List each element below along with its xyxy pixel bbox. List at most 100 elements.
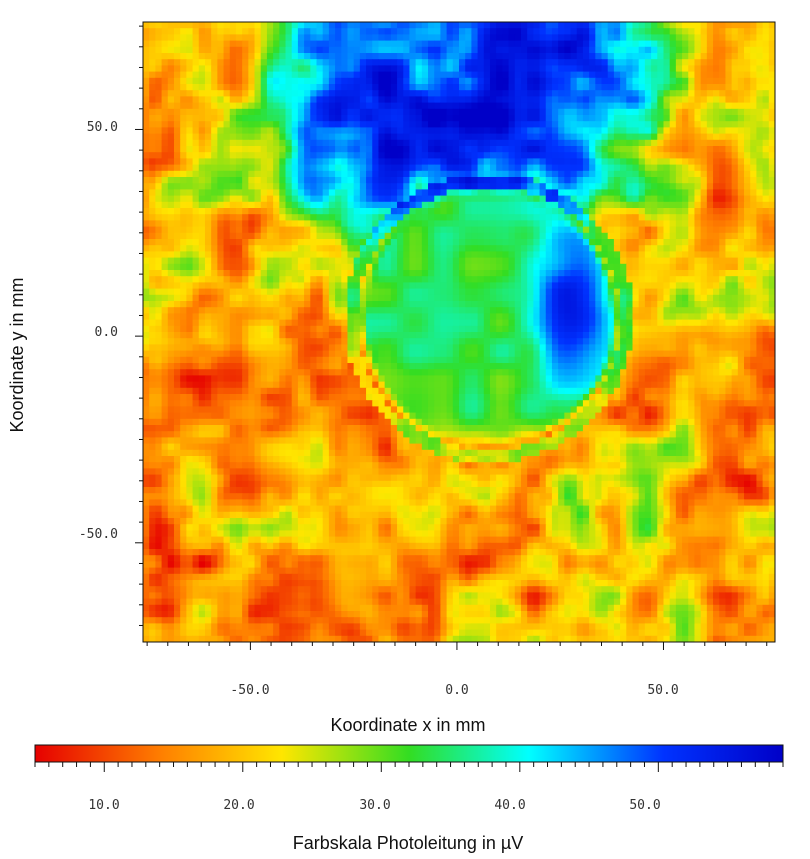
heatmap-cell xyxy=(459,201,466,209)
heatmap-cell xyxy=(248,214,256,221)
heatmap-cell xyxy=(675,71,683,79)
heatmap-cell xyxy=(527,282,534,290)
heatmap-cell xyxy=(558,152,565,159)
heatmap-cell xyxy=(161,158,169,166)
heatmap-cell xyxy=(601,195,609,203)
heatmap-cell xyxy=(452,77,460,85)
heatmap-cell xyxy=(651,152,658,159)
heatmap-cell xyxy=(279,102,287,110)
heatmap-cell xyxy=(235,146,243,153)
heatmap-cell xyxy=(508,127,516,135)
heatmap-cell xyxy=(316,90,324,97)
heatmap-cell xyxy=(347,170,355,178)
heatmap-cell xyxy=(737,220,745,228)
heatmap-cell xyxy=(359,28,367,35)
heatmap-cell xyxy=(539,77,547,85)
heatmap-cell xyxy=(155,102,163,110)
heatmap-cell xyxy=(576,46,584,54)
heatmap-cell xyxy=(192,84,200,91)
heatmap-cell xyxy=(446,146,454,153)
heatmap-cell xyxy=(273,201,280,209)
heatmap-cell xyxy=(421,34,429,42)
heatmap-cell xyxy=(217,307,225,314)
heatmap-cell xyxy=(644,146,652,153)
heatmap-cell xyxy=(180,152,187,159)
heatmap-cell xyxy=(706,127,714,135)
heatmap-cell xyxy=(403,59,410,66)
heatmap-cell xyxy=(607,251,615,259)
heatmap-cell xyxy=(539,276,547,283)
heatmap-cell xyxy=(415,239,423,246)
heatmap-cell xyxy=(260,133,268,141)
heatmap-cell xyxy=(397,301,404,308)
heatmap-cell xyxy=(520,294,528,302)
heatmap-cell xyxy=(248,115,256,122)
heatmap-cell xyxy=(601,307,609,314)
heatmap-cell xyxy=(706,201,714,209)
heatmap-cell xyxy=(700,189,708,197)
heatmap-cell xyxy=(316,158,324,166)
heatmap-cell xyxy=(489,214,497,221)
heatmap-cell xyxy=(409,208,417,215)
heatmap-cell xyxy=(502,90,510,97)
heatmap-cell xyxy=(520,158,528,166)
heatmap-cell xyxy=(651,245,658,252)
heatmap-cell xyxy=(341,208,348,215)
heatmap-cell xyxy=(533,133,541,141)
heatmap-cell xyxy=(508,226,516,234)
heatmap-cell xyxy=(310,71,317,79)
heatmap-cell xyxy=(545,239,553,246)
heatmap-cell xyxy=(477,108,485,116)
heatmap-cell xyxy=(304,115,311,122)
heatmap-cell xyxy=(564,133,572,141)
heatmap-cell xyxy=(613,90,621,97)
heatmap-cell xyxy=(601,263,609,271)
heatmap-cell xyxy=(713,152,720,159)
heatmap-cell xyxy=(508,53,516,60)
heatmap-cell xyxy=(378,121,386,128)
heatmap-cell xyxy=(434,22,441,29)
heatmap-cell xyxy=(291,133,299,141)
heatmap-cell xyxy=(260,115,268,122)
heatmap-cell xyxy=(260,90,268,97)
heatmap-cell xyxy=(669,46,677,54)
heatmap-cell xyxy=(372,59,379,66)
heatmap-cell xyxy=(663,40,671,48)
heatmap-cell xyxy=(359,121,367,128)
heatmap-cell xyxy=(675,40,683,48)
heatmap-cell xyxy=(415,164,423,172)
heatmap-cell xyxy=(607,59,615,66)
heatmap-cell xyxy=(198,307,206,314)
heatmap-cell xyxy=(428,139,435,147)
heatmap-cell xyxy=(204,251,212,259)
heatmap-cell xyxy=(483,270,491,277)
heatmap-cell xyxy=(273,208,280,215)
heatmap-cell xyxy=(601,139,609,147)
heatmap-cell xyxy=(595,208,603,215)
heatmap-cell xyxy=(155,251,163,259)
heatmap-cell xyxy=(149,276,156,283)
heatmap-cell xyxy=(328,226,336,234)
heatmap-cell xyxy=(211,139,218,147)
heatmap-cell xyxy=(341,108,348,116)
heatmap-cell xyxy=(632,146,640,153)
heatmap-cell xyxy=(688,251,695,259)
heatmap-cell xyxy=(335,307,342,314)
heatmap-cell xyxy=(229,270,237,277)
heatmap-cell xyxy=(694,270,702,277)
heatmap-cell xyxy=(173,282,181,290)
heatmap-cell xyxy=(353,251,361,259)
heatmap-cell xyxy=(390,77,398,85)
heatmap-cell xyxy=(347,189,355,197)
heatmap-cell xyxy=(390,34,398,42)
heatmap-cell xyxy=(477,34,485,42)
heatmap-cell xyxy=(706,115,714,122)
heatmap-cell xyxy=(273,77,280,85)
heatmap-cell xyxy=(285,102,293,110)
heatmap-cell xyxy=(434,226,441,234)
heatmap-cell xyxy=(489,288,497,296)
heatmap-cell xyxy=(663,22,671,29)
heatmap-cell xyxy=(297,288,305,296)
heatmap-cell xyxy=(700,177,708,184)
heatmap-cell xyxy=(514,34,522,42)
